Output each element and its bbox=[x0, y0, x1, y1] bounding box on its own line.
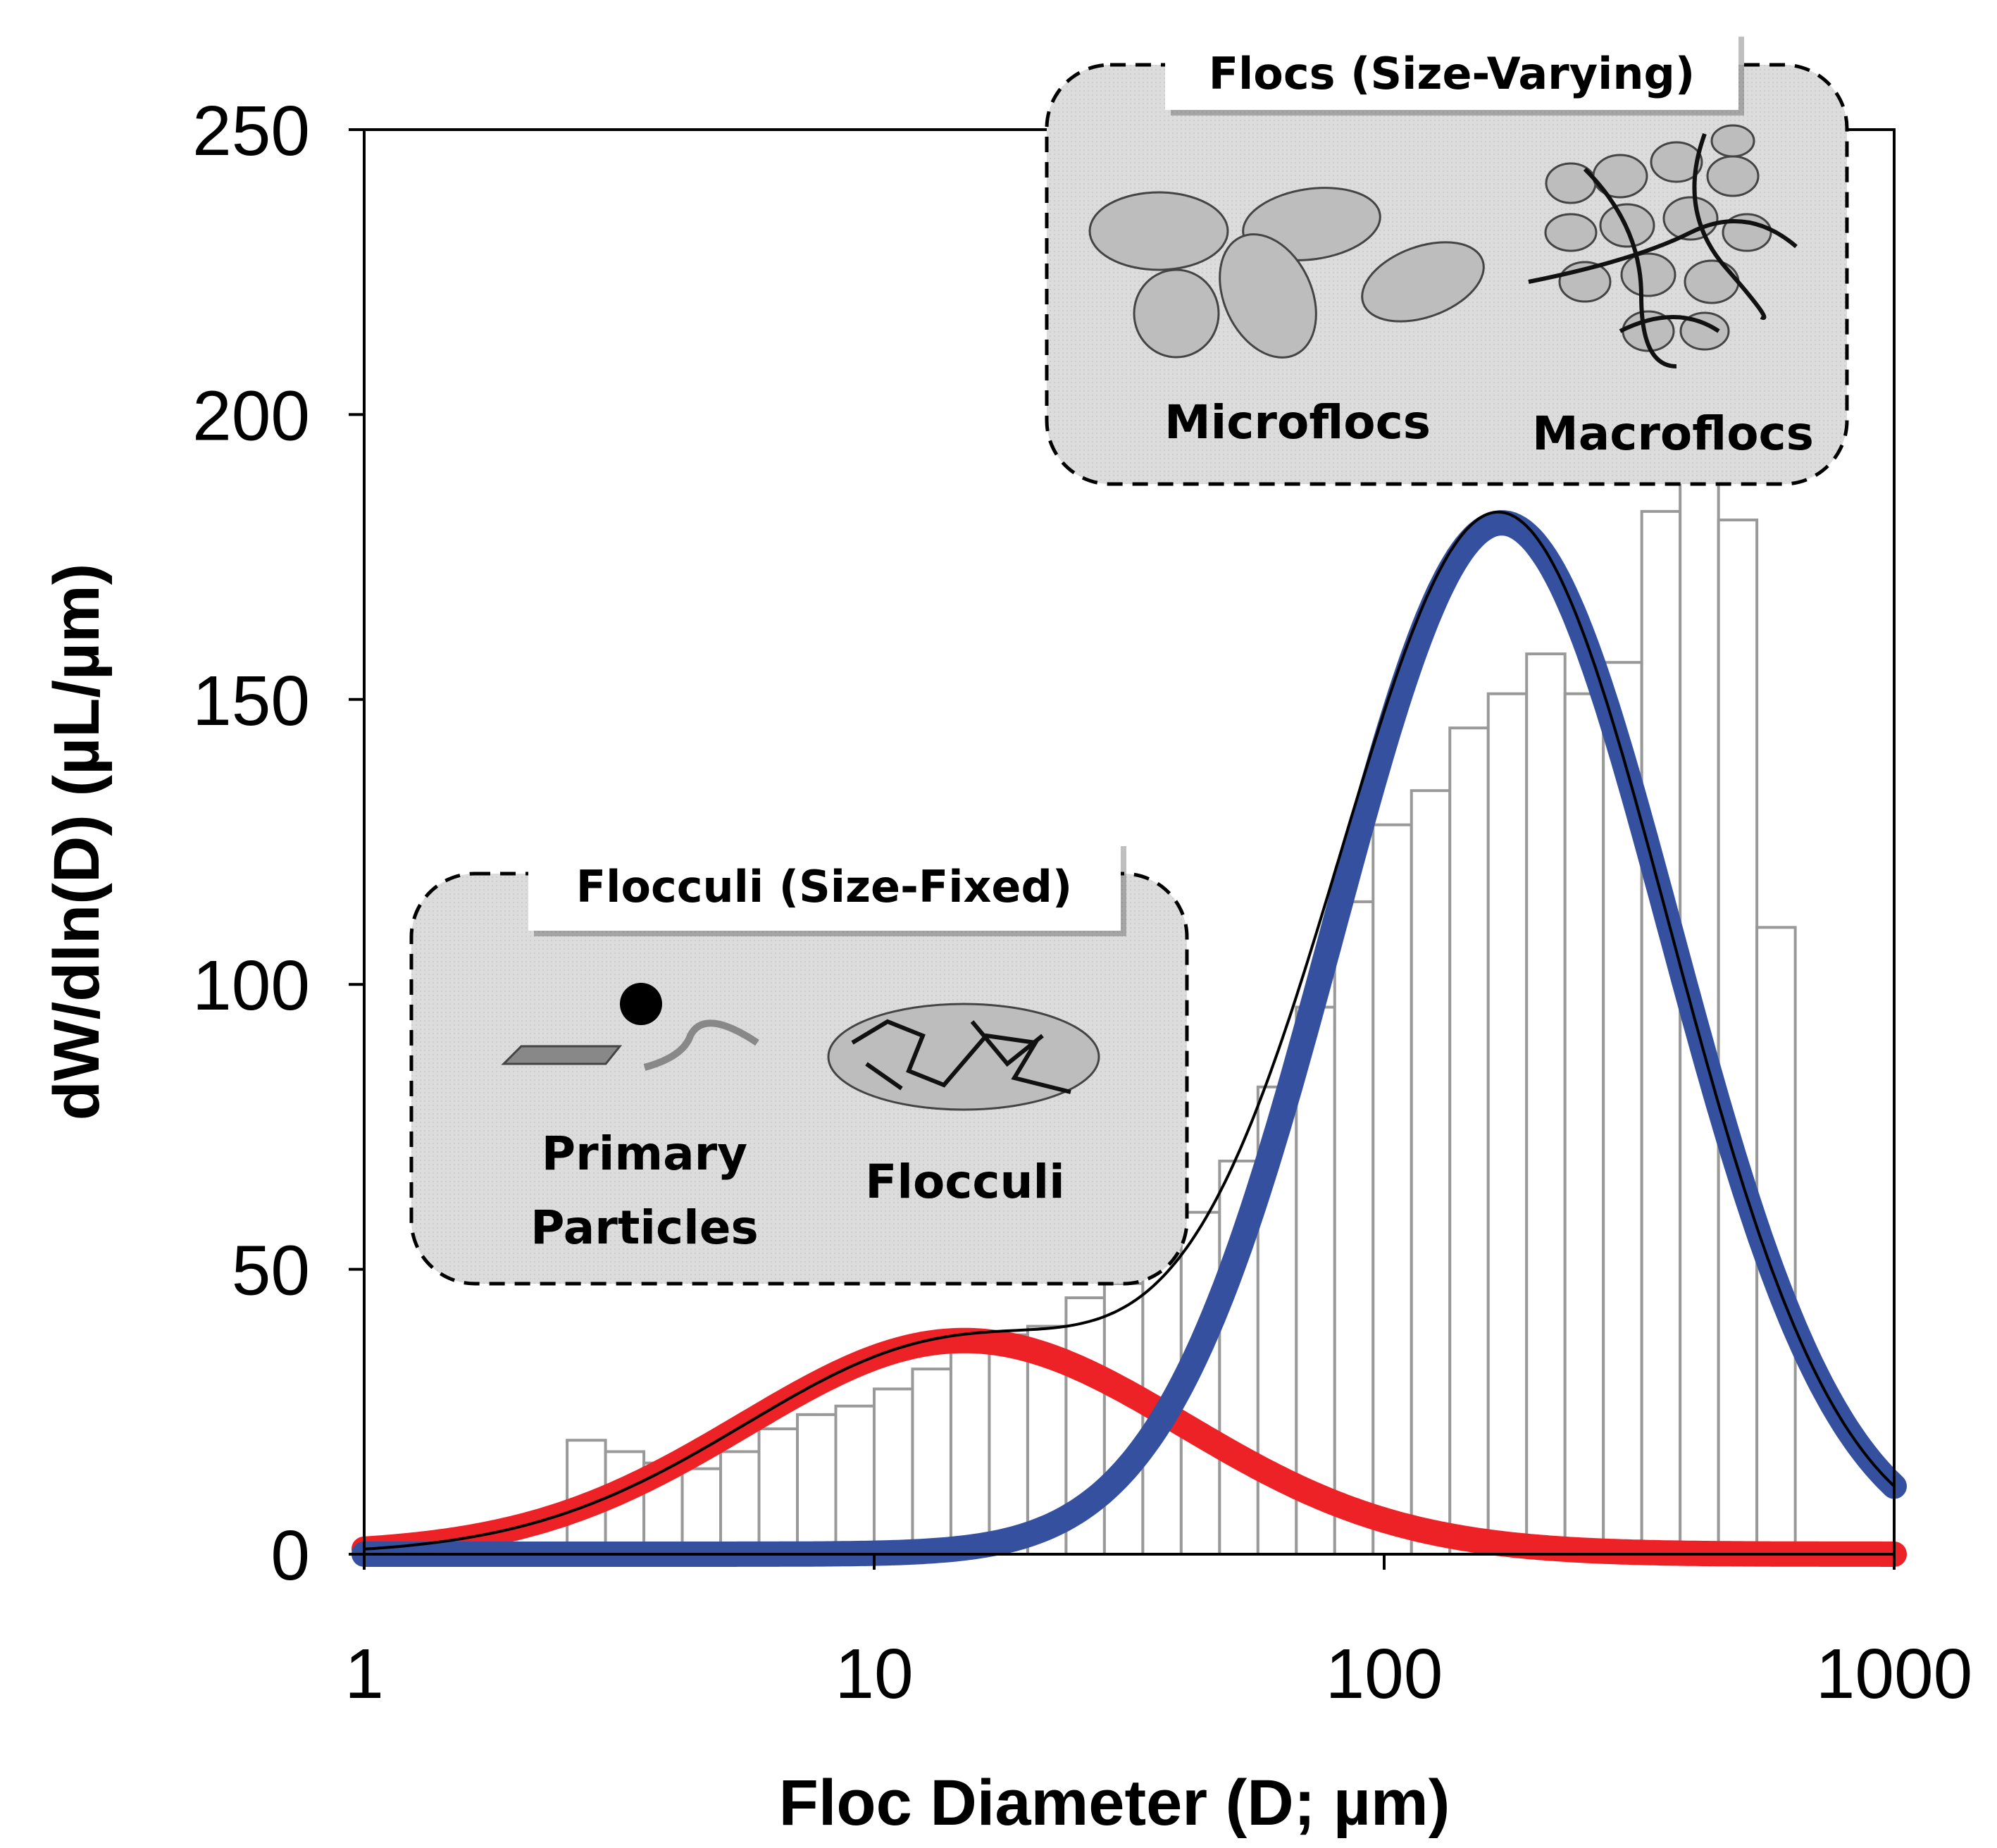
y-tick-label: 150 bbox=[192, 662, 310, 740]
total-fit-curve bbox=[363, 510, 1896, 1551]
x-tick-label: 1 bbox=[344, 1635, 384, 1713]
histogram-bar bbox=[911, 1368, 952, 1556]
macroflocs-illustration bbox=[1528, 124, 1798, 368]
flocculi-label: Flocculi bbox=[865, 1155, 1065, 1209]
histogram-bar bbox=[757, 1427, 800, 1556]
histogram-bar bbox=[796, 1413, 838, 1556]
histogram-bar bbox=[1295, 1005, 1336, 1556]
flocs-inset-title: Flocs (Size-Varying) bbox=[1209, 48, 1696, 99]
histogram-bar bbox=[988, 1333, 1029, 1556]
flocs-inset: Flocs (Size-Varying) Microflocs Macro bbox=[1045, 31, 1849, 486]
histogram-bar bbox=[1371, 823, 1413, 1556]
histogram-bar bbox=[680, 1467, 723, 1556]
y-tick-label: 250 bbox=[192, 92, 310, 170]
x-tick-label: 10 bbox=[835, 1635, 913, 1713]
histogram-bar bbox=[719, 1450, 761, 1556]
y-tick-label: 200 bbox=[192, 376, 310, 455]
histogram-bar bbox=[872, 1387, 914, 1556]
microflocs-label: Microflocs bbox=[1164, 395, 1431, 449]
axis-ticks bbox=[349, 128, 1896, 1570]
microflocs-illustration bbox=[1088, 187, 1485, 359]
histogram-bar bbox=[949, 1350, 991, 1556]
primary-particles-label-line2: Particles bbox=[530, 1201, 759, 1255]
y-tick-label: 50 bbox=[232, 1232, 310, 1310]
x-tick-label: 100 bbox=[1326, 1635, 1443, 1713]
histogram-bar bbox=[1333, 900, 1375, 1556]
histogram-bar bbox=[1717, 519, 1759, 1556]
histogram-bar bbox=[1410, 789, 1452, 1556]
x-axis-label: Floc Diameter (D; µm) bbox=[779, 1767, 1450, 1839]
histogram-bar bbox=[1525, 652, 1567, 1556]
macroflocs-label: Macroflocs bbox=[1532, 407, 1814, 461]
flocculi-inset: Flocculi (Size-Fixed) Primary Particles … bbox=[409, 841, 1189, 1286]
x-tick-label: 1000 bbox=[1816, 1635, 1972, 1713]
flocculi-illustration bbox=[827, 1003, 1100, 1111]
primary-particles-label-line1: Primary bbox=[542, 1127, 747, 1181]
y-axis-label: dW/dln(D) (µL/µm) bbox=[41, 564, 113, 1121]
histogram-bar bbox=[834, 1404, 876, 1556]
y-tick-label: 0 bbox=[270, 1516, 310, 1595]
histogram-bar bbox=[1563, 692, 1605, 1556]
histogram-bar bbox=[1486, 692, 1529, 1556]
histogram-bar bbox=[1640, 509, 1682, 1556]
histogram-bar bbox=[1102, 1282, 1145, 1556]
primary-particles-illustration bbox=[501, 983, 759, 1071]
y-tick-label: 100 bbox=[192, 946, 310, 1025]
histogram-bar bbox=[1448, 726, 1490, 1556]
flocculi-inset-title: Flocculi (Size-Fixed) bbox=[576, 861, 1072, 912]
